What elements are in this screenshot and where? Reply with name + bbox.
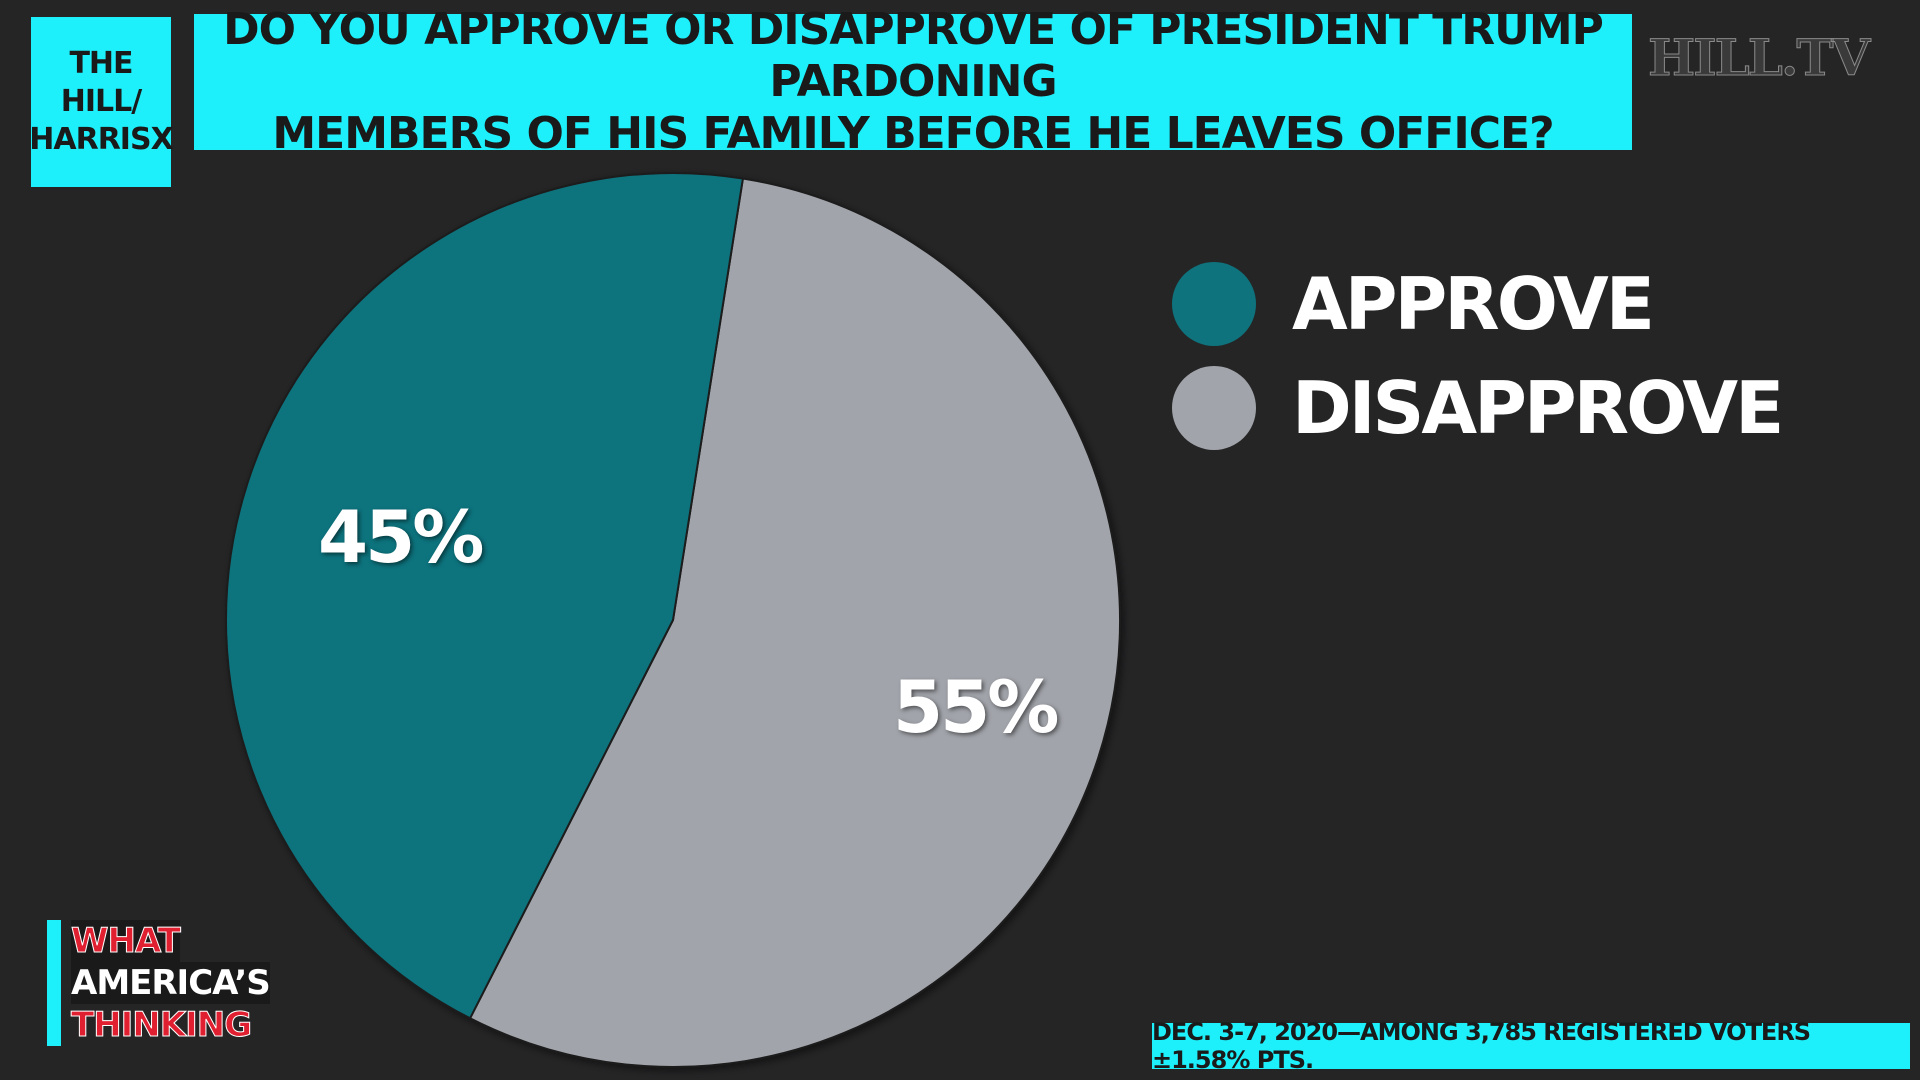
- brand-badge: THE HILL/ HARRISX: [29, 17, 174, 187]
- question-line-2: MEMBERS OF HIS FAMILY BEFORE HE LEAVES O…: [272, 108, 1554, 159]
- legend-swatch-disapprove: [1172, 366, 1256, 450]
- legend-label-disapprove: DISAPPROVE: [1292, 366, 1784, 450]
- hilltv-logo: HILL.TV: [1647, 28, 1870, 88]
- slice-label-approve: 45%: [318, 495, 484, 579]
- legend-item-disapprove: DISAPPROVE: [1172, 366, 1784, 450]
- legend-swatch-approve: [1172, 262, 1256, 346]
- legend-item-approve: APPROVE: [1172, 262, 1655, 346]
- what-americas-thinking-logo: WHAT AMERICA’S THINKING: [47, 920, 271, 1046]
- brand-line-1: THE HILL/: [60, 46, 142, 119]
- logo-word-what: WHAT: [71, 920, 181, 962]
- logo-word-thinking: THINKING: [70, 1005, 252, 1046]
- chart-title: DO YOU APPROVE OR DISAPPROVE OF PRESIDEN…: [194, 4, 1632, 159]
- slice-label-disapprove: 55%: [893, 665, 1059, 749]
- brand-line-2: HARRISX: [29, 122, 173, 157]
- pie-slice-approve: [224, 171, 745, 1020]
- logo-word-americas: AMERICA’S: [71, 962, 271, 1004]
- poll-footnote: DEC. 3-7, 2020—AMONG 3,785 REGISTERED VO…: [1152, 1018, 1910, 1074]
- legend-label-approve: APPROVE: [1292, 262, 1655, 346]
- pie-slice-disapprove: [468, 177, 1121, 1068]
- question-line-1: DO YOU APPROVE OR DISAPPROVE OF PRESIDEN…: [223, 4, 1604, 107]
